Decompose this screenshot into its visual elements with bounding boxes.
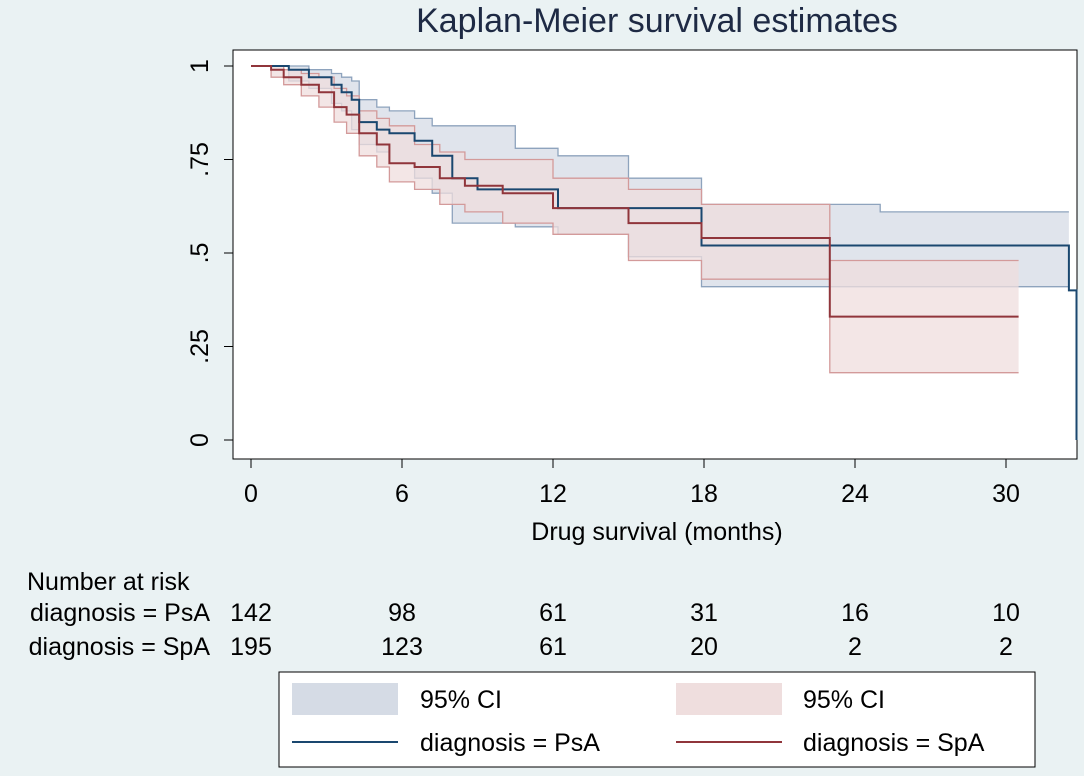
y-tick-label: 1	[186, 59, 214, 73]
risk-row-spa-label: diagnosis = SpA	[29, 633, 211, 661]
y-tick-label: .5	[186, 243, 214, 264]
x-axis-label: Drug survival (months)	[531, 518, 782, 546]
risk-value: 16	[841, 599, 869, 627]
x-tick-label: 0	[244, 480, 258, 508]
y-tick-label: 0	[186, 433, 214, 447]
x-tick-label: 24	[841, 480, 869, 508]
legend-box	[278, 671, 1036, 768]
chart-title: Kaplan-Meier survival estimates	[416, 2, 898, 40]
y-tick-label: .25	[186, 329, 214, 364]
x-tick-label: 12	[539, 480, 567, 508]
spa-ci-band	[251, 66, 1019, 373]
spa-ci-upper-line	[251, 65, 1019, 262]
psa-ci-upper-line	[251, 65, 1069, 213]
legend-spa-ci-swatch	[676, 683, 782, 715]
legend-spa-line-label: diagnosis = SpA	[803, 729, 985, 757]
risk-value: 142	[230, 599, 272, 627]
risk-value: 2	[848, 633, 862, 661]
psa-ci-band	[251, 66, 1069, 287]
risk-value: 2	[999, 633, 1013, 661]
legend-psa-ci-swatch	[292, 683, 398, 715]
y-tick-label: .75	[186, 142, 214, 177]
risk-value: 20	[690, 633, 718, 661]
risk-value: 123	[381, 633, 423, 661]
spa-ci-lower-line	[251, 65, 1019, 374]
risk-table-title: Number at risk	[27, 568, 190, 596]
legend-psa-line-label: diagnosis = PsA	[420, 729, 600, 757]
risk-value: 10	[992, 599, 1020, 627]
risk-value: 98	[388, 599, 416, 627]
legend: 95% CI 95% CI diagnosis = PsA diagnosis …	[278, 671, 1036, 768]
x-tick-label: 6	[395, 480, 409, 508]
risk-value: 61	[539, 599, 567, 627]
risk-value: 31	[690, 599, 718, 627]
psa-survival-curve	[251, 65, 1078, 440]
x-tick-label: 30	[992, 480, 1020, 508]
x-tick-label: 18	[690, 480, 718, 508]
legend-spa-ci-label: 95% CI	[803, 686, 885, 714]
spa-survival-curve	[251, 65, 1019, 318]
legend-psa-ci-label: 95% CI	[420, 686, 502, 714]
risk-value: 61	[539, 633, 567, 661]
risk-value: 195	[230, 633, 272, 661]
risk-row-psa-label: diagnosis = PsA	[30, 599, 210, 627]
